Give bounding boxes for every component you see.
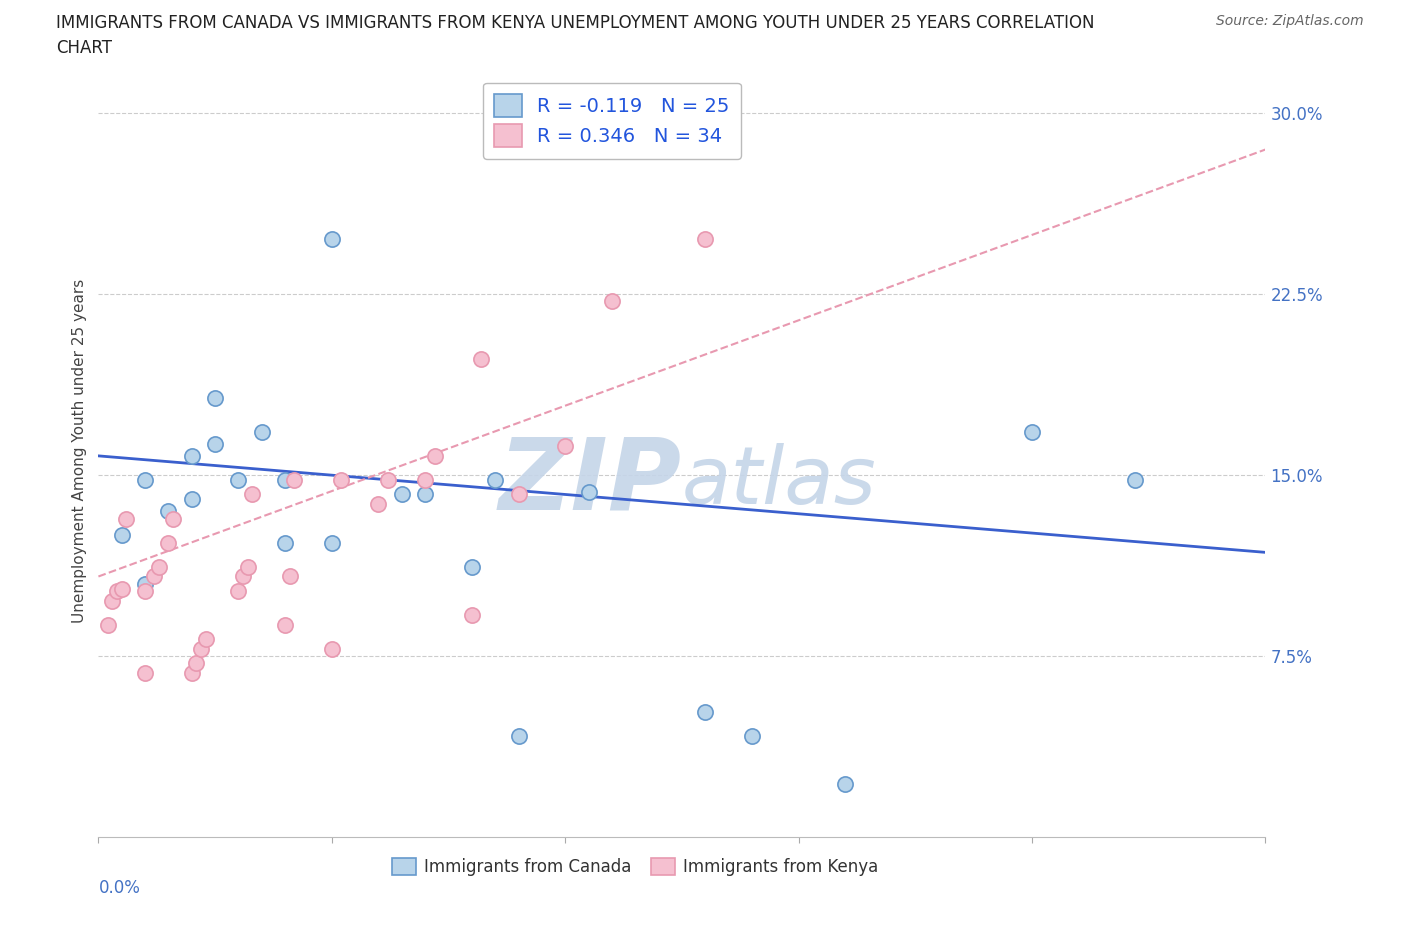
Point	[695, 704, 717, 719]
Point	[695, 232, 717, 246]
Point	[578, 485, 600, 499]
Point	[283, 472, 305, 487]
Text: atlas: atlas	[682, 443, 877, 521]
Text: 0.0%: 0.0%	[98, 880, 141, 897]
Point	[180, 448, 202, 463]
Point	[134, 583, 156, 598]
Point	[101, 593, 124, 608]
Point	[190, 642, 212, 657]
Point	[157, 504, 180, 519]
Point	[278, 569, 301, 584]
Point	[134, 472, 156, 487]
Point	[508, 728, 530, 743]
Point	[1123, 472, 1146, 487]
Point	[204, 436, 226, 451]
Point	[111, 528, 134, 543]
Point	[204, 391, 226, 405]
Point	[274, 472, 297, 487]
Point	[180, 492, 202, 507]
Point	[741, 728, 763, 743]
Text: IMMIGRANTS FROM CANADA VS IMMIGRANTS FROM KENYA UNEMPLOYMENT AMONG YOUTH UNDER 2: IMMIGRANTS FROM CANADA VS IMMIGRANTS FRO…	[56, 14, 1095, 32]
Point	[236, 559, 259, 574]
Point	[194, 631, 217, 646]
Point	[274, 618, 297, 632]
Point	[391, 487, 413, 502]
Point	[180, 666, 202, 681]
Point	[232, 569, 254, 584]
Point	[600, 294, 623, 309]
Point	[321, 642, 343, 657]
Point	[413, 472, 436, 487]
Point	[461, 559, 484, 574]
Point	[508, 487, 530, 502]
Point	[162, 512, 184, 526]
Point	[377, 472, 399, 487]
Point	[242, 487, 264, 502]
Point	[97, 618, 120, 632]
Point	[413, 487, 436, 502]
Point	[484, 472, 506, 487]
Point	[157, 536, 180, 551]
Point	[367, 497, 389, 512]
Point	[330, 472, 353, 487]
Point	[186, 656, 208, 671]
Text: ZIP: ZIP	[499, 433, 682, 530]
Point	[148, 559, 170, 574]
Point	[554, 439, 576, 454]
Point	[228, 472, 250, 487]
Point	[321, 232, 343, 246]
Point	[423, 448, 446, 463]
Point	[143, 569, 166, 584]
Point	[461, 607, 484, 622]
Point	[250, 424, 273, 439]
Point	[274, 536, 297, 551]
Point	[1021, 424, 1043, 439]
Point	[134, 666, 156, 681]
Text: CHART: CHART	[56, 39, 112, 57]
Point	[470, 352, 492, 366]
Point	[111, 581, 134, 596]
Point	[321, 536, 343, 551]
Point	[105, 583, 128, 598]
Text: Source: ZipAtlas.com: Source: ZipAtlas.com	[1216, 14, 1364, 28]
Legend: Immigrants from Canada, Immigrants from Kenya: Immigrants from Canada, Immigrants from …	[385, 851, 884, 883]
Point	[228, 583, 250, 598]
Point	[115, 512, 138, 526]
Point	[834, 777, 856, 791]
Point	[134, 577, 156, 591]
Y-axis label: Unemployment Among Youth under 25 years: Unemployment Among Youth under 25 years	[72, 279, 87, 623]
